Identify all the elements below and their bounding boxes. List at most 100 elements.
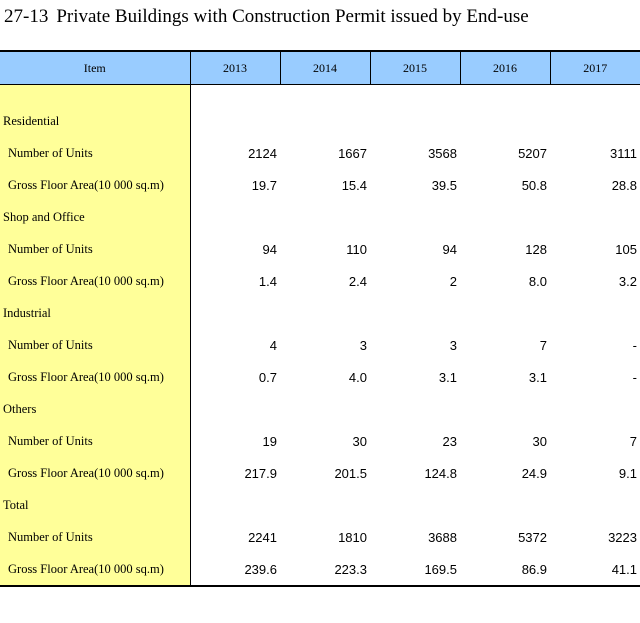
header-item: Item bbox=[0, 50, 191, 85]
row-label: Number of Units bbox=[0, 233, 191, 265]
value-cell: 2 bbox=[449, 273, 457, 289]
value-cell: 3568 bbox=[428, 145, 457, 161]
header-row: Item 2013 2014 2015 2016 2017 bbox=[0, 50, 640, 85]
table-row: Number of Units 4 3 3 7 - bbox=[0, 329, 640, 361]
empty-cell bbox=[190, 105, 280, 137]
empty-cell bbox=[280, 105, 370, 137]
table-title-text: Private Buildings with Construction Perm… bbox=[56, 6, 529, 27]
row-label: Gross Floor Area(10 000 sq.m) bbox=[0, 553, 191, 587]
value-cell: 2241 bbox=[248, 529, 277, 545]
header-year: 2017 bbox=[550, 50, 640, 85]
table-row: Gross Floor Area(10 000 sq.m) 239.6 223.3 1… bbox=[0, 553, 640, 587]
value-cell: 24.9 bbox=[521, 465, 547, 481]
value-cell: 5372 bbox=[518, 529, 547, 545]
value-cell: 3223 bbox=[608, 529, 637, 545]
value-cell: - bbox=[632, 369, 637, 385]
value-cell: 1.4 bbox=[258, 273, 277, 289]
empty-cell bbox=[550, 105, 640, 137]
value-cell: 3 bbox=[449, 337, 457, 353]
value-cell: 223.3 bbox=[280, 553, 370, 587]
empty-cell bbox=[370, 393, 460, 425]
value-cell: 39.5 bbox=[431, 177, 457, 193]
category-row: Residential bbox=[0, 105, 640, 137]
empty-cell bbox=[550, 201, 640, 233]
row-label: Number of Units bbox=[0, 521, 191, 553]
empty-cell bbox=[190, 489, 280, 521]
value-cell: 3111 bbox=[610, 145, 637, 161]
value-cell: 86.9 bbox=[460, 553, 550, 587]
statistics-table: Item 2013 2014 2015 2016 2017 Residentia… bbox=[0, 50, 640, 587]
header-year: 2014 bbox=[280, 50, 371, 85]
value-cell: 19 bbox=[262, 433, 277, 449]
value-cell: 110 bbox=[346, 241, 367, 257]
empty-cell bbox=[280, 201, 370, 233]
empty-cell bbox=[190, 201, 280, 233]
empty-cell bbox=[460, 393, 550, 425]
row-label: Gross Floor Area(10 000 sq.m) bbox=[0, 361, 191, 393]
value-cell: 19.7 bbox=[251, 177, 277, 193]
category-row: Shop and Office bbox=[0, 201, 640, 233]
value-cell: 4.0 bbox=[348, 369, 367, 385]
value-cell: 28.8 bbox=[611, 177, 637, 193]
value-cell: 3688 bbox=[428, 529, 457, 545]
empty-cell bbox=[370, 297, 460, 329]
value-cell: 0.7 bbox=[258, 369, 277, 385]
table-number: 27-13 bbox=[4, 6, 49, 27]
category-label: Total bbox=[0, 489, 191, 521]
value-cell: 4 bbox=[269, 337, 277, 353]
value-cell: 50.8 bbox=[521, 177, 547, 193]
empty-cell bbox=[190, 393, 280, 425]
value-cell: 2124 bbox=[248, 145, 277, 161]
empty-cell bbox=[550, 393, 640, 425]
value-cell: 8.0 bbox=[528, 273, 547, 289]
value-cell: 3 bbox=[359, 337, 367, 353]
empty-cell bbox=[460, 201, 550, 233]
page-title: 27-13 Private Buildings with Construction… bbox=[4, 6, 529, 28]
row-label: Gross Floor Area(10 000 sq.m) bbox=[0, 265, 191, 297]
category-label: Industrial bbox=[0, 297, 191, 329]
value-cell: - bbox=[632, 337, 637, 353]
empty-cell bbox=[280, 489, 370, 521]
empty-cell bbox=[460, 297, 550, 329]
value-cell: 239.6 bbox=[190, 553, 280, 587]
header-year: 2016 bbox=[460, 50, 551, 85]
table-row: Gross Floor Area(10 000 sq.m) 0.7 4.0 3.1 3.… bbox=[0, 361, 640, 393]
value-cell: 3.1 bbox=[528, 369, 547, 385]
value-cell: 7 bbox=[629, 433, 637, 449]
value-cell: 9.1 bbox=[618, 465, 637, 481]
value-cell: 1667 bbox=[338, 145, 367, 161]
value-cell: 3.1 bbox=[438, 369, 457, 385]
value-cell: 3.2 bbox=[618, 273, 637, 289]
table-row: Gross Floor Area(10 000 sq.m) 217.9 201.5 1… bbox=[0, 457, 640, 489]
category-row: Total bbox=[0, 489, 640, 521]
empty-cell bbox=[460, 105, 550, 137]
value-cell: 2.4 bbox=[348, 273, 367, 289]
value-cell: 7 bbox=[539, 337, 547, 353]
value-cell: 124.8 bbox=[424, 465, 457, 481]
value-cell: 23 bbox=[442, 433, 457, 449]
table-row: Gross Floor Area(10 000 sq.m) 1.4 2.4 2 8.0 3… bbox=[0, 265, 640, 297]
empty-cell bbox=[370, 201, 460, 233]
empty-cell bbox=[190, 297, 280, 329]
category-row: Industrial bbox=[0, 297, 640, 329]
table-row: Gross Floor Area(10 000 sq.m) 19.7 15.4 39.… bbox=[0, 169, 640, 201]
table-row: Number of Units 2241 1810 3688 5372 3223 bbox=[0, 521, 640, 553]
category-label: Shop and Office bbox=[0, 201, 191, 233]
row-label: Number of Units bbox=[0, 425, 191, 457]
empty-cell bbox=[550, 297, 640, 329]
value-cell: 94 bbox=[262, 241, 277, 257]
header-year: 2015 bbox=[370, 50, 461, 85]
value-cell: 30 bbox=[352, 433, 367, 449]
category-row: Others bbox=[0, 393, 640, 425]
value-cell: 1810 bbox=[338, 529, 367, 545]
header-year: 2013 bbox=[190, 50, 281, 85]
empty-cell bbox=[370, 489, 460, 521]
empty-cell bbox=[370, 105, 460, 137]
spacer-row bbox=[0, 84, 640, 105]
table-row: Number of Units 2124 1667 3568 5207 3111 bbox=[0, 137, 640, 169]
empty-cell bbox=[550, 489, 640, 521]
value-cell: 15.4 bbox=[341, 177, 367, 193]
value-cell: 128 bbox=[525, 241, 547, 257]
empty-cell bbox=[280, 297, 370, 329]
value-cell: 169.5 bbox=[370, 553, 460, 587]
